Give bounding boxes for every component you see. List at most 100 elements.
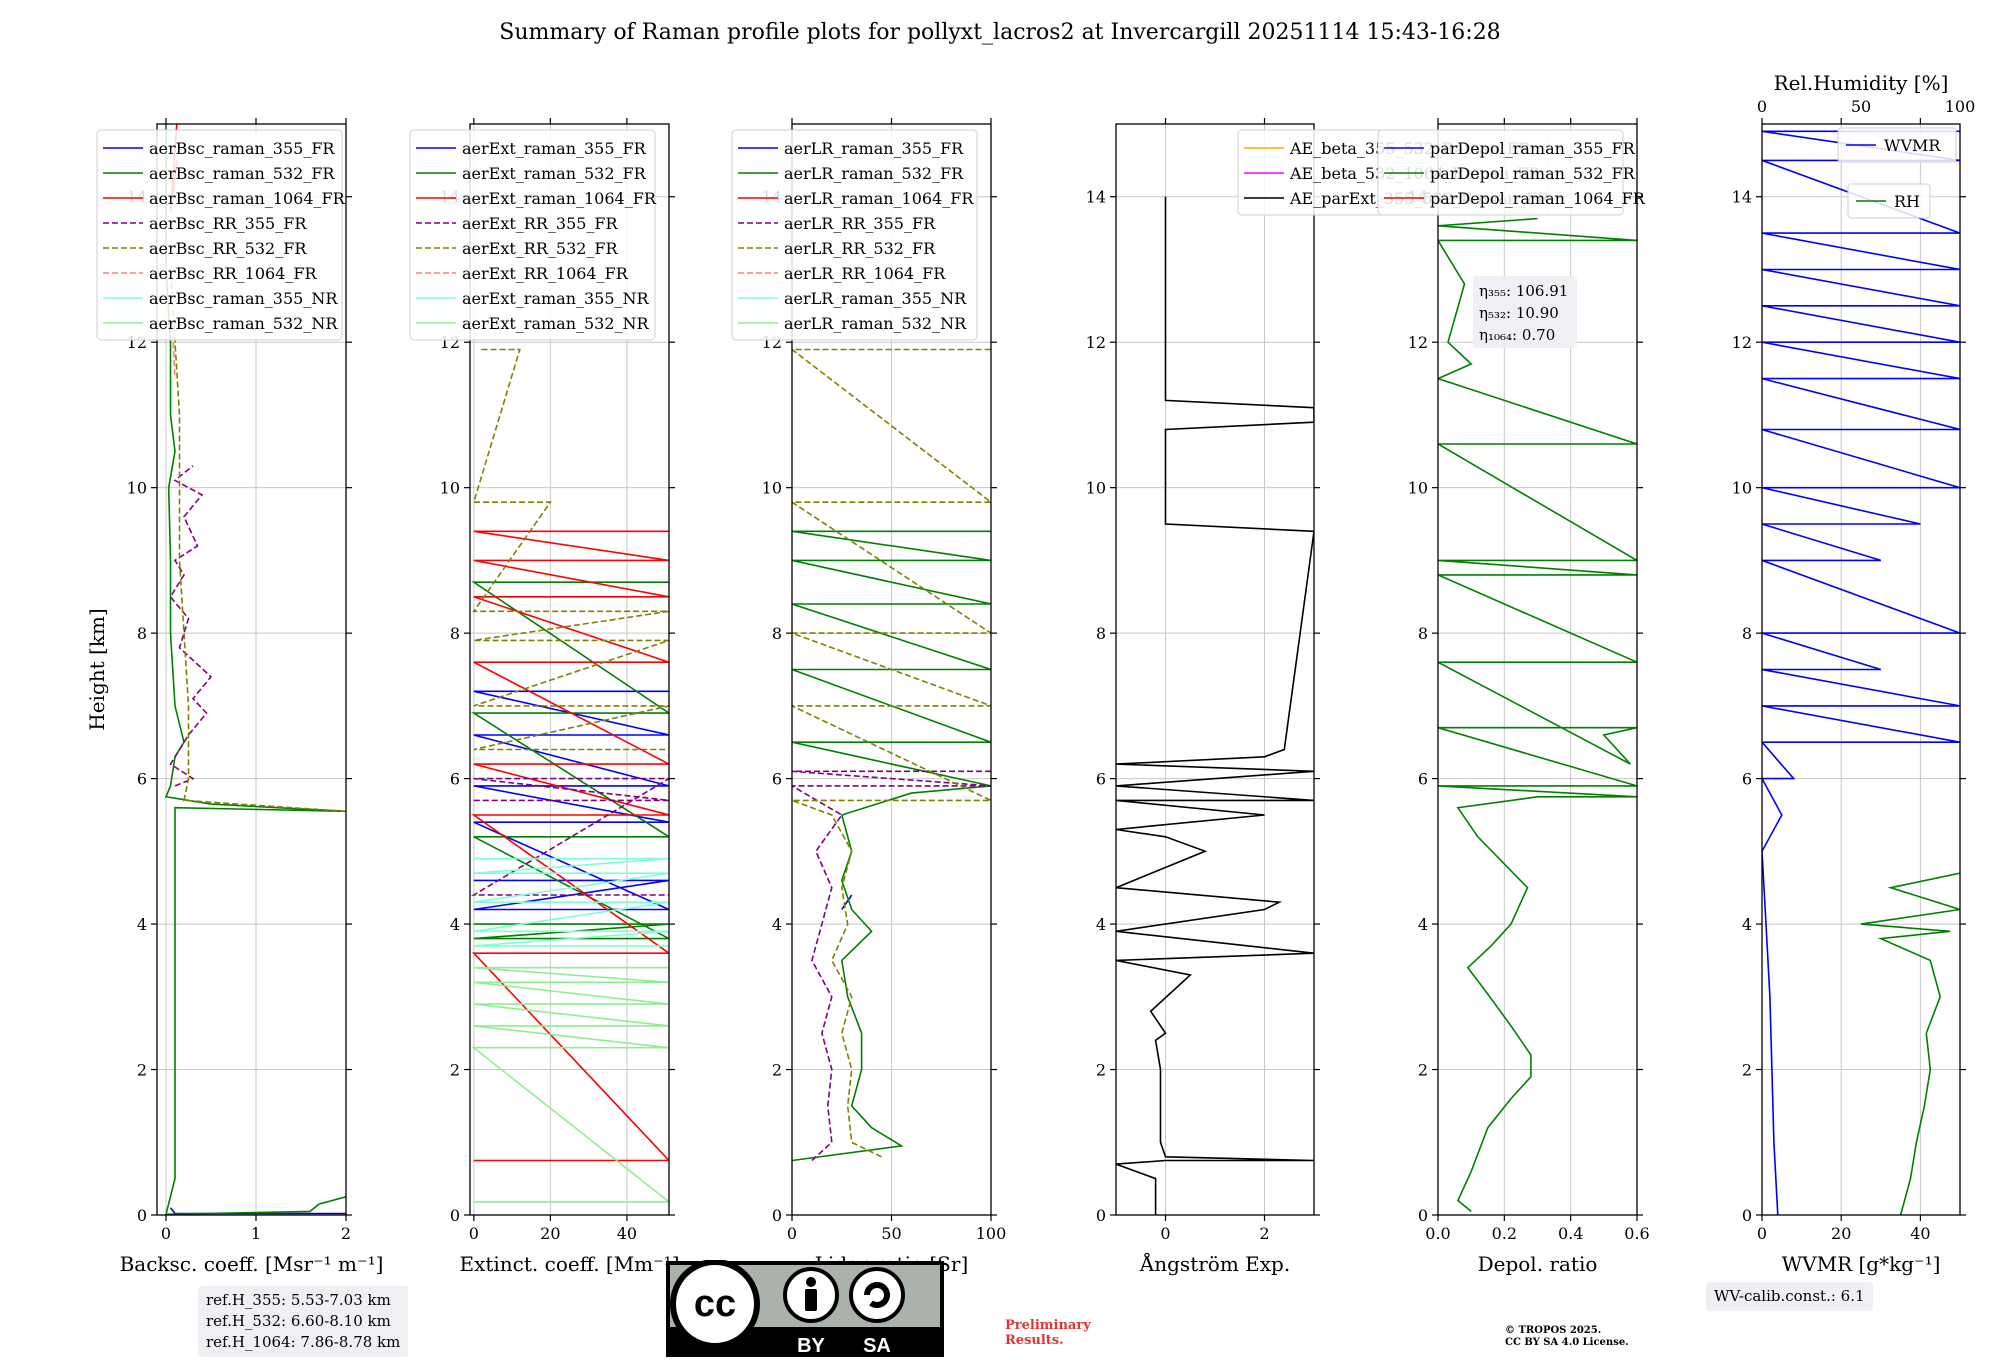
ref-height-1064: ref.H_1064: 7.86-8.78 km	[206, 1333, 401, 1351]
y-tick-label: 6	[137, 770, 147, 789]
x-tick-label: 0.0	[1425, 1224, 1450, 1243]
series-aerExt_raman_355_NR	[473, 857, 669, 947]
x-tick-label: 50	[881, 1224, 901, 1243]
y-tick-label: 8	[1096, 624, 1106, 643]
legend-label-aerBsc_raman_532_NR: aerBsc_raman_532_NR	[149, 314, 338, 333]
series-aerLR_raman_355_FR	[841, 894, 853, 910]
legend-label-aerLR_raman_1064_FR: aerLR_raman_1064_FR	[784, 189, 974, 208]
plot-frame	[1437, 123, 1638, 1216]
series-WVMR	[1762, 130, 1960, 1215]
y-tick-label: 12	[1086, 333, 1106, 352]
legend-box	[409, 129, 656, 341]
series-aerBsc_RR_1064_FR	[172, 342, 176, 379]
by-label: BY	[797, 1335, 825, 1357]
panel-backscatter: 02468101214012Backsc. coeff. [Msr⁻¹ m⁻¹]…	[85, 118, 383, 1276]
legend-label-aerExt_RR_1064_FR: aerExt_RR_1064_FR	[462, 264, 629, 283]
y-tick-label: 10	[1086, 479, 1106, 498]
y-tick-label: 4	[137, 915, 147, 934]
legend-label-aerLR_RR_1064_FR: aerLR_RR_1064_FR	[784, 264, 946, 283]
y-tick-label: 8	[1742, 624, 1752, 643]
y-tick-label: 10	[762, 479, 782, 498]
x-tick-label: 0	[1757, 1224, 1767, 1243]
panel-wvmr_rh: 0 2 4 6 8 10 12 14 0 20 40 WVMR [g*kg⁻¹] 0 50 100 Rel.H…	[1732, 71, 1976, 1276]
x2-tick-label: 0	[1757, 97, 1767, 116]
legend-box	[1837, 127, 1957, 163]
y-tick-label: 4	[1096, 915, 1106, 934]
x2-axis-label: Rel.Humidity [%]	[1774, 71, 1949, 95]
x-tick-label: 0	[787, 1224, 797, 1243]
series-aerExt_RR_532_FR	[472, 348, 669, 751]
y-tick-label: 0	[1418, 1206, 1428, 1225]
x-axis-label: Ångström Exp.	[1139, 1251, 1290, 1276]
copyright-note: © TROPOS 2025. CC BY SA 4.0 License.	[1505, 1325, 1629, 1349]
x2-tick-label: 50	[1851, 97, 1871, 116]
ref-height-532: ref.H_532: 6.60-8.10 km	[206, 1312, 391, 1330]
series-aerBsc_RR_532_FR	[169, 269, 346, 813]
y-tick-label: 2	[1742, 1061, 1752, 1080]
eta-annotation-line: η₃₅₅: 106.91	[1479, 282, 1568, 300]
attribution-icon-head	[806, 1277, 816, 1287]
legend-label-aerBsc_raman_1064_FR: aerBsc_raman_1064_FR	[149, 189, 346, 208]
y-tick-label: 6	[450, 770, 460, 789]
legend-label-aerLR_raman_355_FR: aerLR_raman_355_FR	[784, 139, 964, 158]
y-tick-label: 4	[450, 915, 460, 934]
y-tick-label: 12	[1732, 333, 1752, 352]
y-tick-label: 6	[772, 770, 782, 789]
y-tick-label: 8	[1418, 624, 1428, 643]
preliminary-note: Preliminary Results.	[1005, 1318, 1091, 1348]
y-tick-label: 10	[1732, 479, 1752, 498]
eta-annotation-line: η₁₀₆₄: 0.70	[1479, 326, 1555, 344]
series-aerExt_raman_532_NR	[471, 966, 669, 1203]
x-tick-label: 0.6	[1624, 1224, 1649, 1243]
x-tick-label: 0.2	[1492, 1224, 1517, 1243]
share-alike-arrow	[864, 1282, 890, 1308]
series-aerLR_RR_355_FR	[792, 770, 991, 1162]
legend-box	[1847, 183, 1931, 219]
y-tick-label: 0	[137, 1206, 147, 1225]
y-tick-label: 4	[1418, 915, 1428, 934]
y-tick-label: 10	[1408, 479, 1428, 498]
copyright-line-2: CC BY SA 4.0 License.	[1505, 1337, 1629, 1348]
eta-annotation-box	[1473, 276, 1577, 348]
series-aerExt_raman_1064_FR	[471, 530, 669, 1162]
preliminary-line-1: Preliminary	[1005, 1318, 1091, 1333]
y-tick-label: 6	[1096, 770, 1106, 789]
legend-label-parDepol_raman_355_FR: parDepol_raman_355_FR	[1430, 139, 1636, 158]
ref-height-355: ref.H_355: 5.53-7.03 km	[206, 1291, 391, 1309]
x-tick-label: 40	[617, 1224, 637, 1243]
y-tick-label: 12	[1408, 333, 1428, 352]
legend-label-aerExt_raman_532_NR: aerExt_raman_532_NR	[462, 314, 650, 333]
legend-label-aerLR_raman_532_FR: aerLR_raman_532_FR	[784, 164, 964, 183]
wv-calibration-box: WV-calib.const.: 6.1	[1706, 1282, 1873, 1311]
x-tick-label: 20	[1831, 1224, 1851, 1243]
y-tick-label: 2	[1418, 1061, 1428, 1080]
x-axis-label: Extinct. coeff. [Mm⁻¹]	[459, 1252, 679, 1276]
x-tick-label: 0	[1160, 1224, 1170, 1243]
y-axis-label: Height [km]	[85, 608, 109, 730]
x-axis-label: WVMR [g*kg⁻¹]	[1782, 1252, 1941, 1276]
plot-frame	[156, 123, 347, 1216]
series-parDepol_raman_532_FR	[1438, 217, 1637, 1213]
legend-label-RH: RH	[1894, 192, 1920, 211]
sa-label: SA	[863, 1335, 891, 1357]
y-tick-label: 8	[772, 624, 782, 643]
panel-lidar_ratio: 02468101214050100Lidar ratio [Sr]aerLR_r…	[731, 118, 1006, 1276]
x-tick-label: 40	[1910, 1224, 1930, 1243]
legend-label-aerLR_raman_355_NR: aerLR_raman_355_NR	[784, 289, 967, 308]
legend-label-aerBsc_RR_532_FR: aerBsc_RR_532_FR	[149, 239, 307, 258]
legend-label-aerBsc_raman_355_FR: aerBsc_raman_355_FR	[149, 139, 335, 158]
reference-heights-box: ref.H_355: 5.53-7.03 km ref.H_532: 6.60-8…	[198, 1286, 409, 1357]
cc-logo-circle	[670, 1260, 760, 1349]
y-tick-label: 0	[1096, 1206, 1106, 1225]
x-tick-label: 0	[469, 1224, 479, 1243]
y-tick-label: 0	[1742, 1206, 1752, 1225]
series-group	[792, 348, 991, 1162]
y-tick-label: 10	[440, 479, 460, 498]
y-tick-label: 2	[450, 1061, 460, 1080]
legend-label-aerLR_RR_532_FR: aerLR_RR_532_FR	[784, 239, 936, 258]
legend-label-aerExt_raman_355_NR: aerExt_raman_355_NR	[462, 289, 650, 308]
x-tick-label: 2	[1259, 1224, 1269, 1243]
x-tick-label: 2	[341, 1224, 351, 1243]
